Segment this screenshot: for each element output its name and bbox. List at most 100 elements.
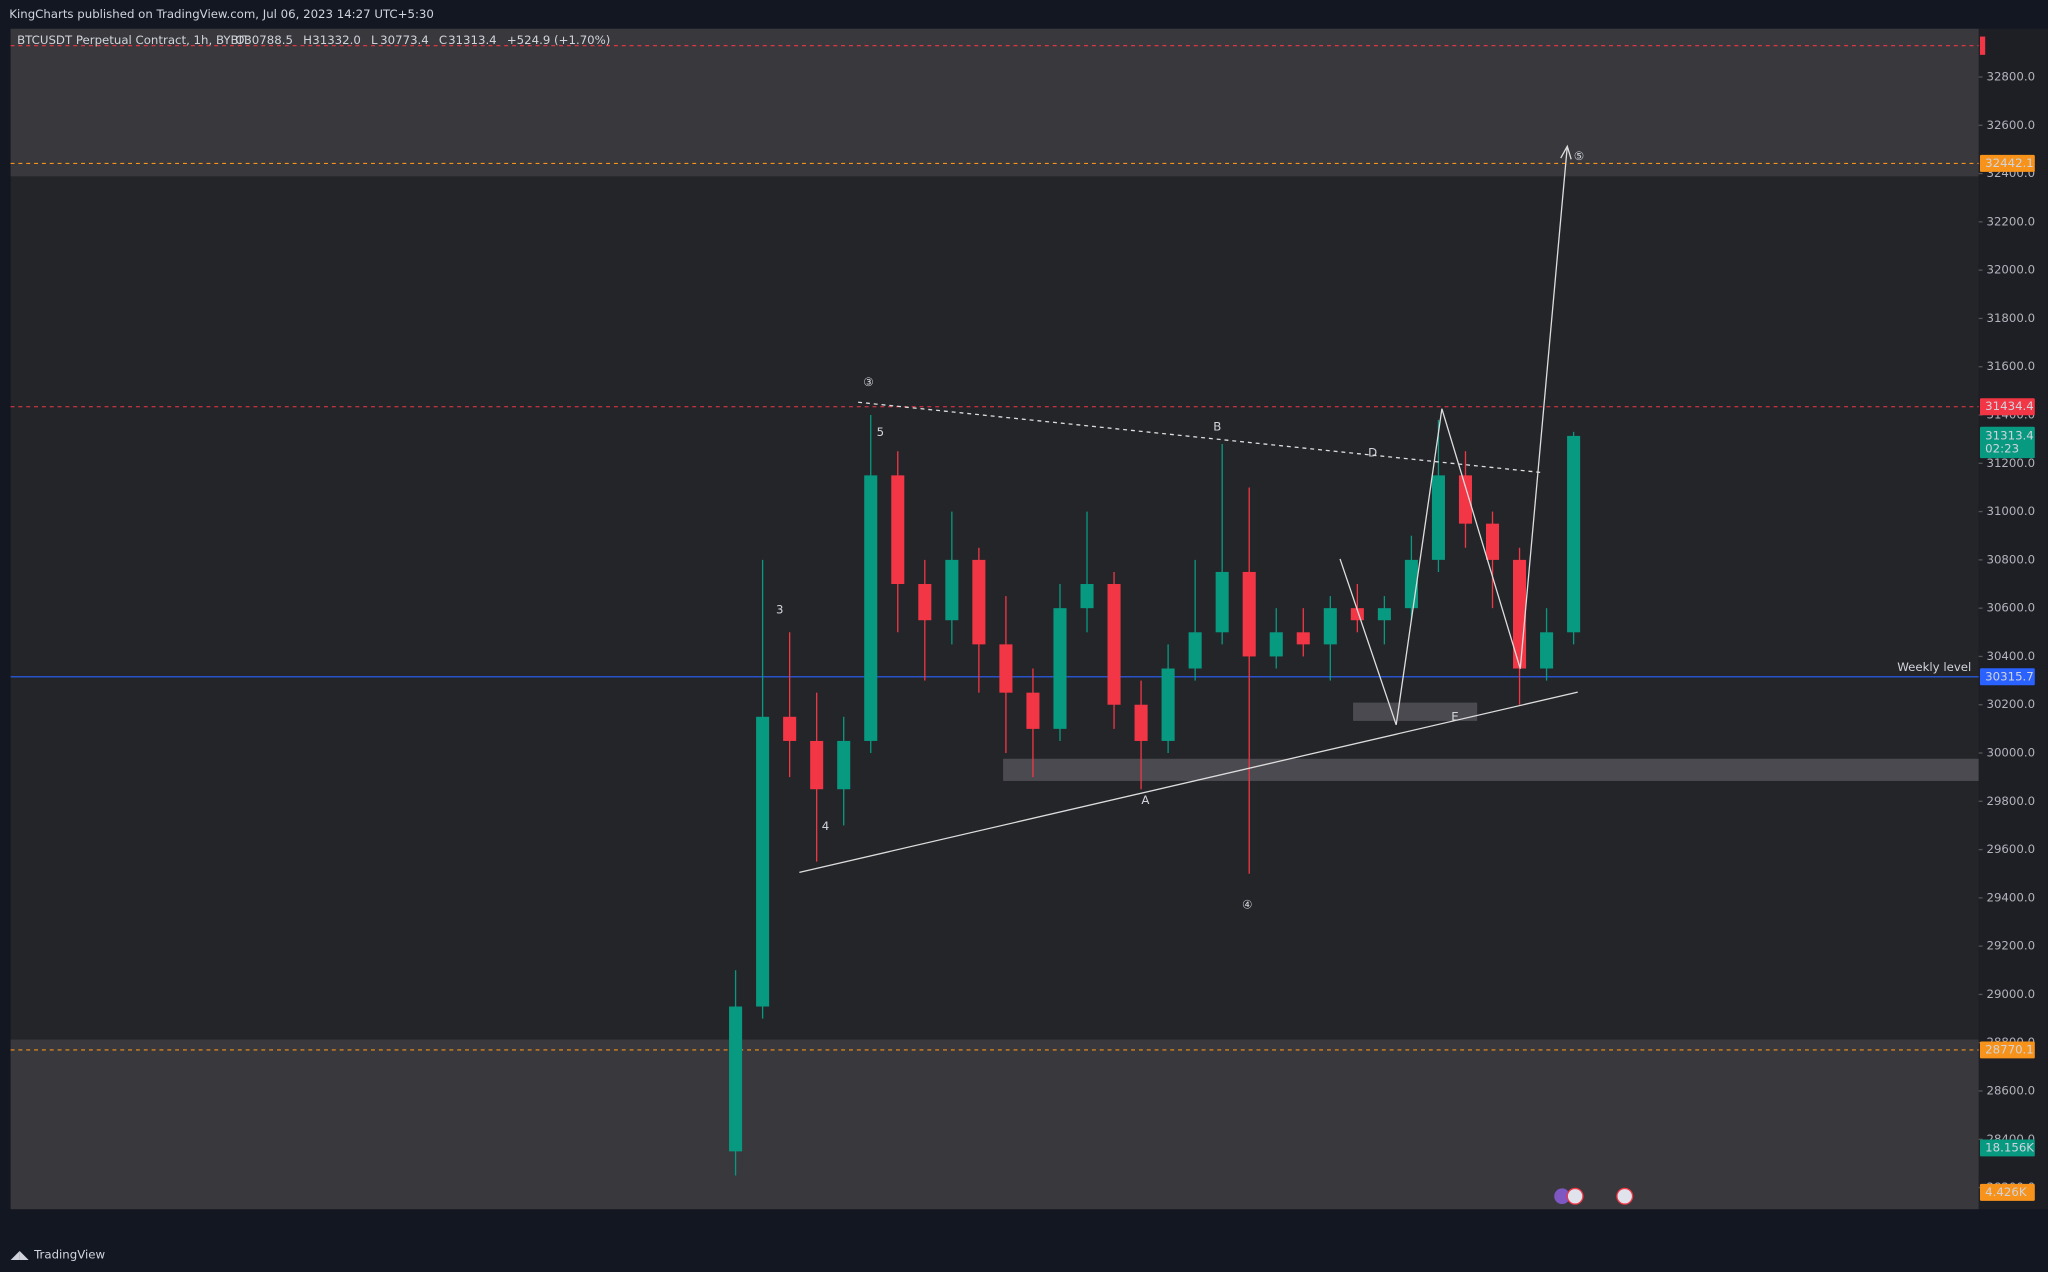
wave-label: B: [1213, 420, 1221, 434]
candle-body: [1377, 608, 1391, 621]
volume-badge-label: 18.156K: [1985, 1140, 2034, 1154]
candle-body: [1134, 704, 1148, 741]
candle-body: [972, 559, 986, 645]
candle-body: [864, 475, 878, 741]
wave-label: 5: [877, 425, 884, 439]
price-badge: [1979, 668, 2035, 686]
candle-body: [1323, 608, 1337, 645]
candle-body: [1053, 608, 1067, 729]
zone: [1003, 758, 1979, 781]
wave-label: 3: [776, 602, 783, 616]
y-tick-label: 29400.0: [1986, 890, 2035, 904]
y-tick-label: 31000.0: [1986, 504, 2035, 518]
trendline: [799, 691, 1578, 874]
candle-body: [837, 740, 851, 790]
y-tick-label: 32800.0: [1986, 70, 2035, 84]
candle-body: [945, 559, 959, 621]
brand-logo: ◢◣: [11, 1248, 29, 1262]
y-tick-label: 30400.0: [1986, 649, 2035, 663]
zone: [1353, 702, 1478, 721]
event-icon: [1616, 1187, 1634, 1205]
x-axis-area: [0, 1209, 2048, 1272]
candle-body: [891, 475, 905, 585]
symbol-title: BTCUSDT Perpetual Contract, 1h, BYBIT: [17, 33, 250, 47]
wave-label: ⑤: [1574, 149, 1585, 163]
wave-label: ③: [863, 375, 874, 389]
candle-body: [1161, 668, 1175, 741]
candle-body: [1080, 584, 1094, 609]
volume-badge-label: 4.426K: [1985, 1185, 2027, 1199]
volume-badge: [1979, 1183, 2035, 1201]
wave-label: A: [1141, 793, 1149, 807]
countdown: 02:23: [1985, 441, 2019, 455]
plot-area: [10, 28, 1979, 1210]
candle-body: [1458, 475, 1473, 524]
y-tick-label: 31600.0: [1986, 359, 2035, 373]
candle-body: [1188, 632, 1202, 669]
legend-value: 31332.0: [312, 33, 361, 47]
price-badge-label: 31434.4: [1985, 399, 2034, 413]
wave-label: E: [1451, 709, 1458, 723]
marker: [1979, 36, 1986, 55]
candle-body: [783, 716, 797, 741]
candle-body: [1567, 435, 1581, 633]
legend-value: 30788.5: [244, 33, 293, 47]
y-tick-label: 29600.0: [1986, 842, 2035, 856]
last-price: 31313.4: [1985, 428, 2034, 442]
legend-value: 31313.4: [448, 33, 497, 47]
arrow-head: [1560, 144, 1572, 160]
candle-body: [918, 584, 932, 621]
y-tick-label: 29200.0: [1986, 939, 2035, 953]
y-tick-label: 31800.0: [1986, 311, 2035, 325]
y-tick-label: 31200.0: [1986, 456, 2035, 470]
wave-label: D: [1368, 446, 1377, 460]
y-tick-label: 30800.0: [1986, 552, 2035, 566]
volume-badge: [1979, 1139, 2035, 1157]
projection-path: [1339, 146, 1568, 726]
candle-body: [1242, 571, 1256, 657]
legend-key: L: [371, 33, 378, 47]
event-icon: [1554, 1188, 1570, 1205]
y-tick-label: 29800.0: [1986, 794, 2035, 808]
candle-body: [1485, 523, 1500, 560]
ohlc-legend: O 30788.5 H 31332.0 L 30773.4 C 31313.4 +524.9 (…: [235, 33, 610, 47]
candle-body: [1296, 632, 1310, 645]
event-icon: [1566, 1187, 1584, 1205]
legend-change: +524.9 (+1.70%): [507, 33, 611, 47]
candle-body: [1540, 632, 1554, 669]
candle-body: [729, 1006, 743, 1152]
y-tick-label: 30000.0: [1986, 746, 2035, 760]
candle-body: [999, 644, 1013, 693]
y-tick-label: 30600.0: [1986, 601, 2035, 615]
last-price-badge: [1979, 426, 2035, 459]
price-badge-label: 28770.1: [1985, 1042, 2034, 1056]
y-tick-label: 28600.0: [1986, 1084, 2035, 1098]
price-scale: [1978, 28, 2048, 1210]
y-tick-label: 30200.0: [1986, 697, 2035, 711]
zone: [10, 1039, 1979, 1210]
published-note: KingCharts published on TradingView.com,…: [9, 7, 434, 21]
wave-label: Weekly level: [1897, 660, 1971, 674]
legend-key: C: [439, 33, 447, 47]
candle-body: [1107, 584, 1121, 705]
candle-body: [1215, 571, 1229, 633]
wave-label: 4: [822, 819, 829, 833]
candle-body: [1350, 608, 1364, 621]
price-badge: [1979, 154, 2035, 172]
y-tick-label: 32200.0: [1986, 214, 2035, 228]
candle-body: [1026, 692, 1040, 729]
price-badge-label: 32442.1: [1985, 156, 2034, 170]
candle-body: [756, 716, 770, 1007]
drawings: [799, 144, 1578, 874]
price-badge: [1979, 398, 2035, 416]
y-tick-label: 32000.0: [1986, 263, 2035, 277]
candle-body: [1431, 475, 1445, 560]
legend-key: H: [303, 33, 312, 47]
wave-label: ④: [1242, 898, 1253, 912]
y-tick-label: 29000.0: [1986, 987, 2035, 1001]
price-badge-label: 30315.7: [1985, 669, 2034, 683]
price-badge: [1979, 1041, 2035, 1059]
y-tick-label: 32600.0: [1986, 118, 2035, 132]
